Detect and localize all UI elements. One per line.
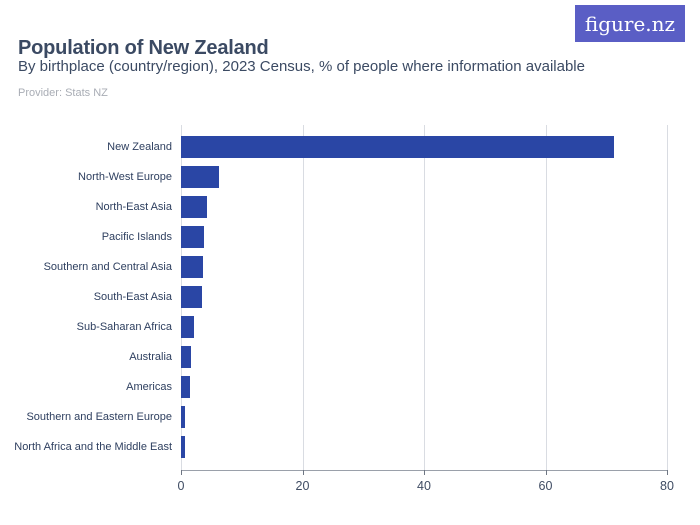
x-tick-mark [302, 470, 304, 475]
bar-track [181, 252, 667, 282]
bar [181, 166, 220, 188]
bar [181, 136, 614, 158]
bar-track [181, 192, 667, 222]
chart-row: Southern and Eastern Europe [0, 402, 667, 432]
x-tick-mark [181, 470, 182, 475]
category-label: Sub-Saharan Africa [76, 321, 172, 333]
category-label: Pacific Islands [101, 231, 172, 243]
category-label: Southern and Central Asia [43, 261, 172, 273]
category-label: North-East Asia [95, 201, 172, 213]
category-label: North-West Europe [78, 171, 172, 183]
chart-rows: New Zealand North-West Europe North-East A… [0, 125, 667, 470]
bar [181, 436, 185, 458]
x-tick-label: 40 [417, 479, 431, 493]
x-tick-label: 20 [295, 479, 310, 493]
bar-track [181, 402, 667, 432]
gridline [667, 125, 668, 470]
x-axis: 0 20 40 60 80 [177, 470, 674, 500]
gridline [545, 125, 547, 470]
chart-row: North Africa and the Middle East [0, 432, 667, 462]
chart-row: South-East Asia [0, 282, 667, 312]
bar [181, 376, 191, 398]
bar-track [181, 282, 667, 312]
bar [181, 226, 205, 248]
category-label: South-East Asia [93, 291, 172, 303]
x-tick-mark [667, 470, 668, 475]
figure-nz-logo[interactable]: figure.nz [575, 5, 685, 42]
chart-row: North-West Europe [0, 162, 667, 192]
bar-track [181, 432, 667, 462]
chart-row: New Zealand [0, 132, 667, 162]
chart-row: North-East Asia [0, 192, 667, 222]
category-label: New Zealand [107, 141, 172, 153]
bar-track [181, 372, 667, 402]
bar [181, 196, 207, 218]
chart-row: Americas [0, 372, 667, 402]
page-title: Population of New Zealand [18, 37, 269, 60]
logo-text: figure.nz [584, 11, 676, 36]
category-label: Southern and Eastern Europe [26, 411, 172, 423]
category-label: Australia [129, 351, 172, 363]
x-tick-label: 80 [660, 479, 674, 493]
bar-track [181, 222, 667, 252]
gridline [424, 125, 425, 470]
provider-label: Provider: Stats NZ [18, 87, 108, 99]
gridline [302, 125, 304, 470]
chart-row: Australia [0, 342, 667, 372]
chart-subtitle: By birthplace (country/region), 2023 Cen… [18, 58, 585, 75]
bar-track [181, 162, 667, 192]
bar [181, 316, 194, 338]
chart-row: Southern and Central Asia [0, 252, 667, 282]
x-tick-mark [545, 470, 547, 475]
category-label: Americas [126, 381, 172, 393]
bar [181, 406, 186, 428]
bar-track [181, 342, 667, 372]
bar [181, 286, 202, 308]
bar-track [181, 132, 667, 162]
chart-row: Sub-Saharan Africa [0, 312, 667, 342]
x-tick-label: 60 [538, 479, 553, 493]
chart-row: Pacific Islands [0, 222, 667, 252]
x-tick-label: 0 [177, 479, 185, 493]
bar [181, 256, 204, 278]
x-tick-mark [424, 470, 425, 475]
category-label: North Africa and the Middle East [14, 441, 172, 453]
bar-track [181, 312, 667, 342]
bar [181, 346, 191, 368]
